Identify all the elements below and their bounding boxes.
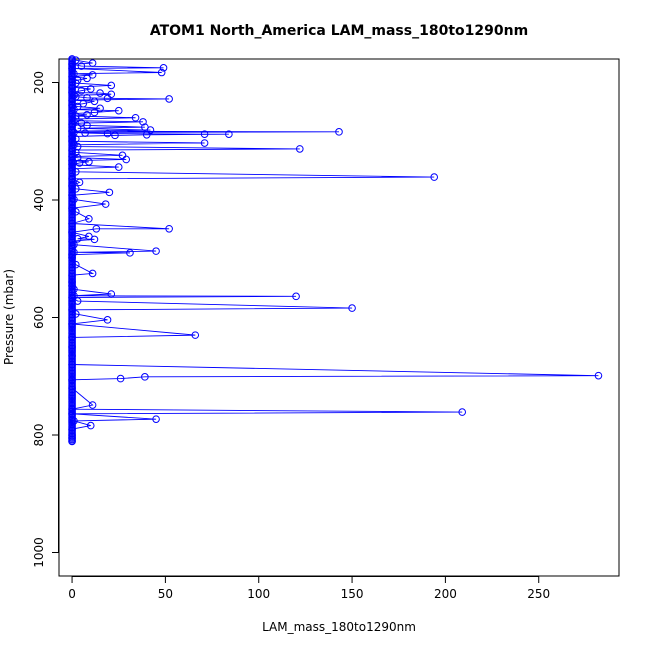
data-point [165,224,173,233]
data-point [88,401,97,409]
y-axis-label: Pressure (mbar) [2,269,16,365]
data-point [152,415,160,423]
data-point [90,235,99,244]
data-point [116,374,125,383]
data-point [458,408,467,416]
data-point [122,155,130,164]
data-point [83,121,91,130]
y-tick-label: 200 [32,71,46,94]
data-point [88,71,97,79]
data-point [118,151,127,160]
data-point [594,371,603,380]
x-axis-label: LAM_mass_180to1290nm [262,620,416,634]
data-point [77,86,86,95]
data-point [81,129,89,137]
data-point [131,113,140,122]
data-point [126,249,134,257]
x-tick-label: 100 [247,587,270,601]
x-tick-label: 250 [527,587,550,601]
series-layer [68,55,603,446]
data-point [86,421,95,430]
data-point [157,68,166,77]
data-point [139,118,147,126]
data-point [77,62,86,70]
y-axis: 200 400 600 800 1000 [32,71,59,568]
data-point [85,215,93,223]
data-point [96,89,104,97]
x-axis: 0 50 100 150 200 250 [68,576,550,601]
data-point [107,81,116,90]
data-point [90,97,99,106]
data-point [83,93,91,102]
data-point [159,64,168,72]
data-point [96,104,104,113]
data-point [83,111,91,119]
data-point [335,128,343,136]
y-tick-label: 600 [32,306,46,329]
plot-frame [58,58,620,577]
chart-title: ATOM1 North_America LAM_mass_180to1290nm [150,23,528,39]
data-point [142,130,151,139]
data-point [296,145,304,153]
data-point [85,158,93,166]
data-point [114,106,123,115]
data-point [75,178,84,187]
data-point [103,316,112,324]
x-tick-label: 0 [68,587,76,601]
data-point [90,108,99,117]
y-tick-label: 800 [32,424,46,447]
data-point [88,59,97,67]
data-point [165,95,173,103]
data-point [105,188,114,197]
data-point [103,94,112,103]
data-point [348,304,356,312]
data-point [191,331,200,339]
data-point [141,373,149,381]
data-point [92,224,101,233]
data-point [114,163,123,171]
data-point [225,130,233,138]
series-line [70,58,599,442]
data-point [86,85,95,93]
data-point [75,159,84,167]
x-tick-label: 200 [434,587,457,601]
x-tick-label: 50 [158,587,173,601]
data-point [107,290,116,298]
data-point [292,292,300,301]
data-point [430,173,439,181]
data-point [83,74,91,83]
x-tick-label: 150 [341,587,364,601]
y-tick-label: 1000 [32,537,46,568]
data-point [107,90,116,99]
data-point [200,130,209,138]
data-point [146,126,155,134]
data-point [200,139,209,147]
data-point [103,129,112,138]
data-point [68,437,76,445]
data-point [111,131,119,140]
data-point [88,269,97,278]
y-tick-label: 400 [32,189,46,212]
data-point [101,200,110,208]
data-point [152,247,160,255]
